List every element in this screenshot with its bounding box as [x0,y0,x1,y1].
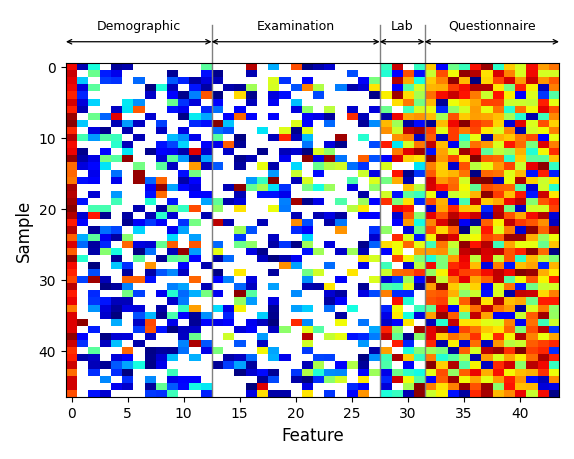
Text: Lab: Lab [391,20,413,33]
Text: Questionnaire: Questionnaire [448,20,536,33]
Text: Demographic: Demographic [96,20,181,33]
X-axis label: Feature: Feature [281,426,344,444]
Y-axis label: Sample: Sample [15,200,33,262]
Text: Examination: Examination [257,20,335,33]
